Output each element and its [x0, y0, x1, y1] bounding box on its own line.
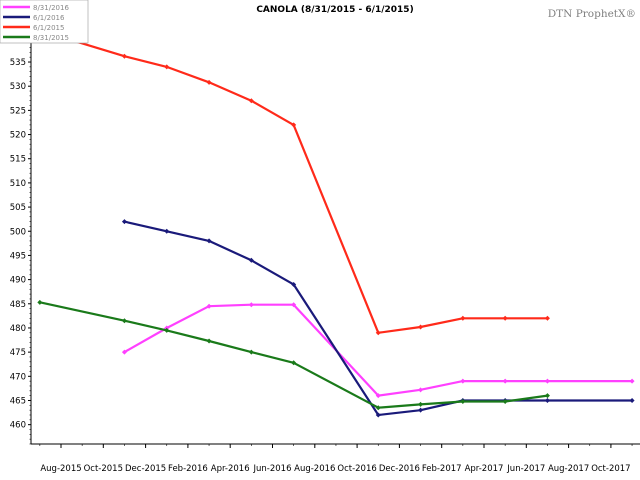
- y-tick-label: 480: [10, 324, 26, 334]
- series-marker: [375, 412, 381, 418]
- series-marker: [544, 393, 550, 399]
- series-8-31-2016: [121, 302, 635, 399]
- x-tick-label: Jun-2017: [506, 464, 545, 474]
- x-tick-label: Apr-2016: [211, 464, 250, 474]
- series-marker: [375, 405, 381, 411]
- series-marker: [418, 387, 424, 393]
- y-tick-label: 495: [10, 251, 26, 261]
- x-tick-label: Oct-2016: [337, 464, 376, 474]
- y-tick-label: 505: [10, 203, 26, 213]
- x-ticks: Aug-2015 Oct-2015 Dec-2015 Feb-2016 Apr-2016…: [39, 444, 633, 474]
- x-tick-label: Feb-2016: [168, 464, 208, 474]
- series-marker: [544, 315, 550, 321]
- x-tick-label: Dec-2016: [379, 464, 420, 474]
- series-marker: [121, 318, 127, 324]
- x-tick-label: Feb-2017: [422, 464, 462, 474]
- series-marker: [291, 360, 297, 366]
- series-marker: [164, 327, 170, 333]
- y-tick-label: 470: [10, 372, 26, 382]
- series-marker: [375, 393, 381, 399]
- series-marker: [629, 397, 635, 403]
- series-marker: [544, 378, 550, 384]
- y-tick-label: 490: [10, 276, 26, 286]
- series-8-31-2015: [37, 299, 550, 411]
- series-marker: [121, 349, 127, 355]
- series-marker: [248, 257, 254, 263]
- series-marker: [375, 330, 381, 336]
- series-marker: [629, 378, 635, 384]
- series-marker: [460, 398, 466, 404]
- x-tick-label: Aug-2017: [548, 464, 589, 474]
- series-marker: [418, 401, 424, 407]
- axes: [30, 4, 640, 445]
- y-tick-label: 465: [10, 396, 26, 406]
- series-marker: [206, 303, 212, 309]
- series-marker: [248, 98, 254, 104]
- series-marker: [460, 315, 466, 321]
- x-tick-label: Aug-2015: [40, 464, 81, 474]
- series-marker: [418, 407, 424, 413]
- y-tick-label: 500: [10, 227, 26, 237]
- y-tick-label: 520: [10, 131, 26, 141]
- legend-label: 6/1/2016: [33, 14, 65, 22]
- chart-title: CANOLA (8/31/2015 - 6/1/2015): [256, 5, 413, 15]
- series-marker: [502, 378, 508, 384]
- series-marker: [544, 397, 550, 403]
- legend-label: 6/1/2015: [33, 24, 64, 32]
- x-tick-label: Jun-2016: [253, 464, 292, 474]
- y-tick-label: 515: [10, 155, 26, 165]
- x-tick-label: Oct-2017: [591, 464, 630, 474]
- y-tick-label: 460: [10, 421, 26, 431]
- series-marker: [206, 79, 212, 85]
- x-tick-label: Aug-2016: [294, 464, 335, 474]
- series-marker: [502, 315, 508, 321]
- y-tick-label: 530: [10, 82, 26, 92]
- y-tick-label: 475: [10, 348, 26, 358]
- legend-label: 8/31/2015: [33, 34, 69, 42]
- series-marker: [502, 398, 508, 404]
- series-marker: [248, 349, 254, 355]
- legend: 8/31/2016 6/1/2016 6/1/2015 8/31/2015: [0, 0, 89, 44]
- series-marker: [460, 378, 466, 384]
- x-tick-label: Apr-2017: [465, 464, 504, 474]
- series-marker: [291, 281, 297, 287]
- y-tick-label: 525: [10, 106, 26, 116]
- x-tick-label: Oct-2015: [84, 464, 123, 474]
- legend-label: 8/31/2016: [33, 4, 69, 12]
- series-marker: [248, 302, 254, 308]
- series-marker: [206, 238, 212, 244]
- watermark-text: DTN ProphetX®: [548, 8, 636, 20]
- y-tick-label: 510: [10, 179, 26, 189]
- series-marker: [291, 302, 297, 308]
- series-marker: [164, 228, 170, 234]
- series-marker: [206, 338, 212, 344]
- series-marker: [291, 122, 297, 128]
- series-marker: [37, 299, 43, 305]
- series-marker: [164, 64, 170, 70]
- series-layer: [37, 28, 635, 418]
- y-tick-label: 535: [10, 58, 26, 68]
- series-marker: [121, 53, 127, 59]
- series-marker: [121, 219, 127, 225]
- y-tick-label: 485: [10, 300, 26, 310]
- x-tick-label: Dec-2015: [125, 464, 166, 474]
- series-marker: [418, 324, 424, 330]
